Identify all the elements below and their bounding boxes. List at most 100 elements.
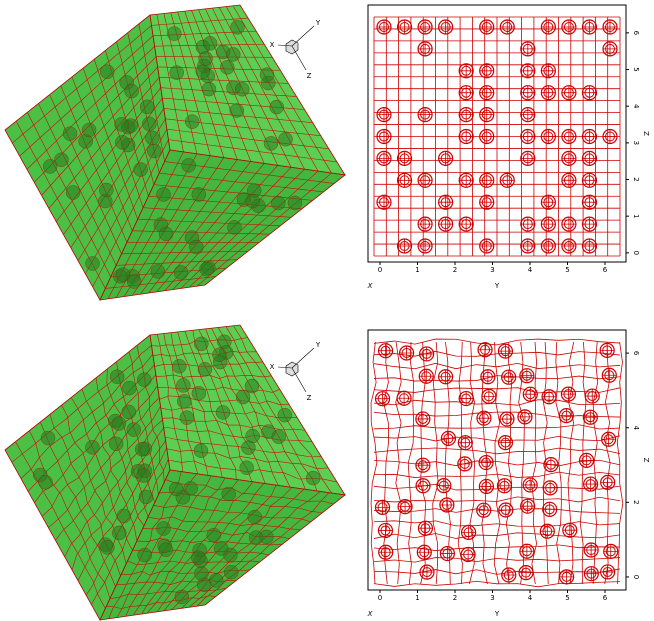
figure: XYZ01234560123456XYZXYZ01234560246XYZ: [0, 0, 654, 621]
sphere: [41, 431, 55, 445]
x-tick-label: 3: [490, 266, 494, 274]
triad-label: Y: [315, 341, 321, 349]
sphere: [279, 132, 293, 146]
sphere: [43, 159, 57, 173]
corner-label: X: [367, 282, 373, 290]
sphere: [182, 158, 196, 172]
y-tick-label: 4: [632, 425, 640, 430]
sphere: [278, 408, 292, 422]
x-tick-label: 1: [415, 594, 419, 602]
sphere: [175, 590, 189, 604]
sphere: [236, 390, 250, 404]
y-tick-label: 1: [632, 214, 640, 218]
sphere: [157, 521, 171, 535]
triad-label: X: [270, 41, 275, 49]
sphere: [245, 379, 259, 393]
sphere: [180, 411, 194, 425]
x-tick-label: 6: [603, 594, 608, 602]
y-axis-label: Z: [642, 131, 650, 136]
x-tick-label: 4: [528, 594, 533, 602]
y-tick-label: 5: [632, 67, 640, 71]
sphere: [159, 543, 173, 557]
sphere: [172, 359, 186, 373]
x-tick-label: 6: [603, 266, 608, 274]
x-tick-label: 2: [453, 266, 457, 274]
y-tick-label: 6: [632, 351, 640, 356]
sphere: [226, 47, 240, 61]
y-tick-label: 3: [632, 141, 640, 145]
triad-label: Z: [307, 72, 312, 80]
sphere: [122, 381, 136, 395]
sphere: [194, 566, 208, 580]
sphere: [127, 275, 141, 289]
y-tick-label: 0: [632, 575, 640, 579]
sphere: [109, 437, 123, 451]
x-tick-label: 3: [490, 594, 494, 602]
sphere: [191, 551, 205, 565]
x-tick-label: 0: [378, 594, 382, 602]
sphere: [194, 337, 208, 351]
sphere: [140, 100, 154, 114]
sphere: [194, 444, 208, 458]
sphere: [203, 36, 217, 50]
sphere: [112, 417, 126, 431]
sphere: [259, 530, 273, 544]
sphere: [207, 528, 221, 542]
sphere: [240, 461, 254, 475]
sphere: [63, 127, 77, 141]
sphere: [38, 475, 52, 489]
sphere: [117, 509, 131, 523]
sphere: [85, 440, 99, 454]
y-tick-label: 6: [632, 31, 640, 36]
sphere: [260, 68, 274, 82]
sphere: [100, 65, 114, 79]
sphere: [261, 425, 275, 439]
sphere: [209, 573, 223, 587]
y-tick-label: 2: [632, 500, 640, 504]
sphere: [248, 510, 262, 524]
sphere: [306, 471, 320, 485]
x-tick-label: 5: [565, 266, 569, 274]
sphere: [135, 442, 149, 456]
y-tick-label: 0: [632, 251, 640, 255]
sphere: [151, 264, 165, 278]
sphere: [220, 60, 234, 74]
sphere: [199, 51, 213, 65]
sphere: [125, 84, 139, 98]
sphere: [271, 196, 285, 210]
sphere: [100, 540, 114, 554]
sphere: [137, 373, 151, 387]
sphere: [189, 240, 203, 254]
sphere: [288, 196, 302, 210]
sphere: [159, 227, 173, 241]
mesh-plot: 01234560246XYZ: [367, 330, 650, 618]
sphere: [176, 378, 190, 392]
sphere: [138, 548, 152, 562]
sphere: [169, 482, 183, 496]
triad-axis: [292, 46, 306, 70]
sphere: [222, 487, 236, 501]
sphere: [82, 123, 96, 137]
sphere: [134, 162, 148, 176]
triad-axis: [292, 368, 306, 392]
sphere: [241, 441, 255, 455]
sphere: [137, 469, 151, 483]
sphere: [214, 541, 228, 555]
sphere: [142, 117, 156, 131]
sphere: [177, 394, 191, 408]
triad-label: Z: [307, 394, 312, 402]
sphere: [192, 187, 206, 201]
sphere: [198, 362, 212, 376]
sphere: [202, 82, 216, 96]
sphere: [216, 405, 230, 419]
triad-label: Y: [315, 19, 321, 27]
sphere: [235, 82, 249, 96]
x-tick-label: 0: [378, 266, 382, 274]
sphere: [110, 370, 124, 384]
sphere: [192, 386, 206, 400]
sphere: [112, 526, 126, 540]
sphere: [66, 186, 80, 200]
sphere: [147, 144, 161, 158]
sphere: [227, 220, 241, 234]
sphere: [196, 65, 210, 79]
